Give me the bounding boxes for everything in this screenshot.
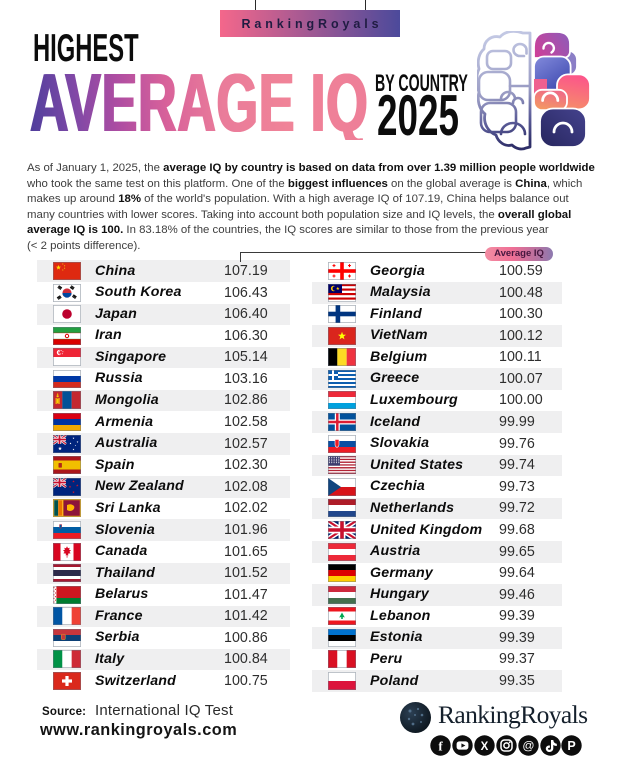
svg-text:X: X bbox=[480, 741, 488, 753]
svg-text:@: @ bbox=[522, 739, 534, 753]
svg-text:P: P bbox=[568, 739, 576, 753]
svg-text:f: f bbox=[438, 738, 443, 753]
